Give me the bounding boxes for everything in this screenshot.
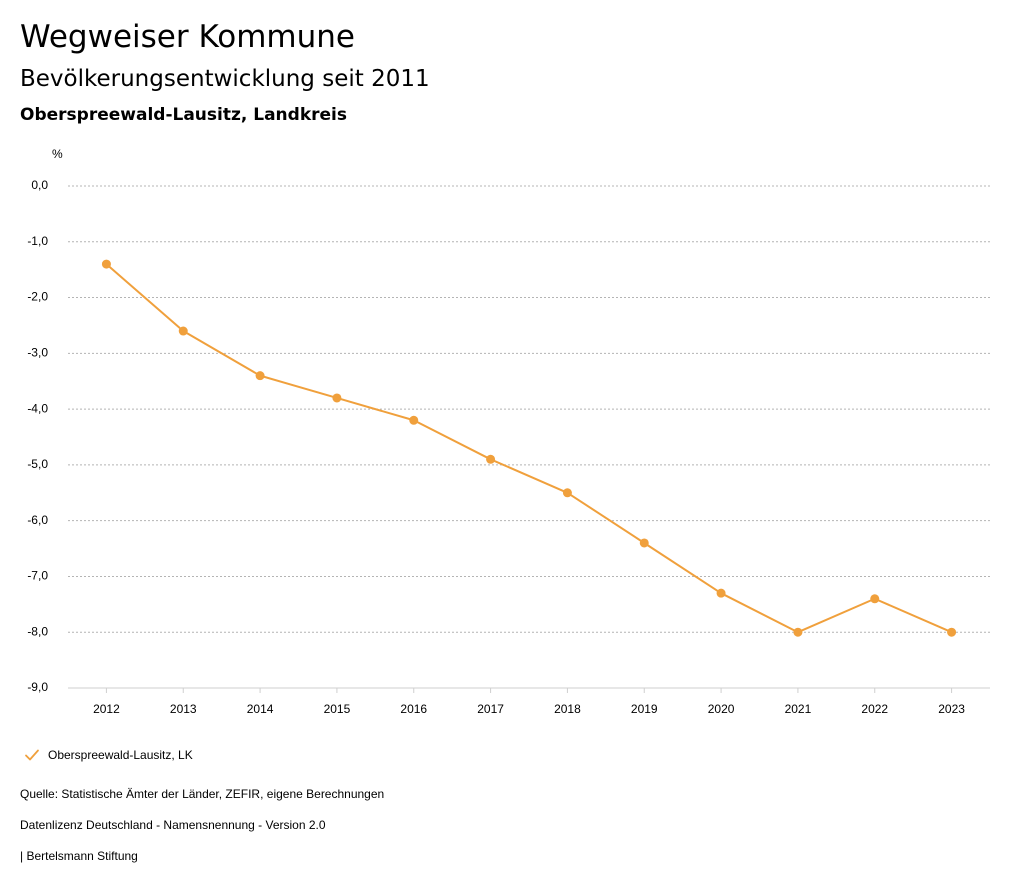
y-axis-unit-label: % — [52, 147, 63, 161]
region-name: Oberspreewald-Lausitz, Landkreis — [20, 105, 347, 125]
y-axis-ticks: 0,0 -1,0 -2,0 -3,0 -4,0 -5,0 -6,0 -7,0 -8,0 -9,0 — [27, 178, 48, 694]
y-tick-label: -7,0 — [27, 569, 48, 583]
y-tick-label: 0,0 — [31, 178, 48, 192]
data-point — [947, 627, 957, 637]
data-point — [870, 594, 880, 604]
y-tick-label: -3,0 — [27, 346, 48, 360]
x-tick-label: 2015 — [324, 702, 351, 716]
x-tick-label: 2021 — [785, 702, 812, 716]
x-tick-label: 2012 — [93, 702, 120, 716]
y-tick-label: -5,0 — [27, 457, 48, 471]
chart-grid — [68, 185, 990, 689]
x-tick-label: 2013 — [170, 702, 197, 716]
chart-series — [101, 259, 957, 637]
legend-label: Oberspreewald-Lausitz, LK — [48, 748, 193, 762]
check-icon — [25, 749, 39, 761]
x-tick-label: 2019 — [631, 702, 658, 716]
x-axis-ticks: 2012 2013 2014 2015 2016 2017 2018 2019 2020 2021… — [68, 687, 990, 716]
x-tick-label: 2014 — [247, 702, 274, 716]
data-point — [101, 259, 111, 269]
series-line — [105, 263, 952, 634]
source-note: Quelle: Statistische Ämter der Länder, Z… — [20, 787, 385, 801]
data-point — [793, 627, 803, 637]
x-tick-label: 2023 — [938, 702, 965, 716]
data-point — [639, 538, 649, 548]
publisher-note: | Bertelsmann Stiftung — [20, 849, 138, 863]
page-title: Wegweiser Kommune — [20, 19, 355, 55]
y-tick-label: -8,0 — [27, 624, 48, 638]
data-point — [255, 371, 265, 381]
chart-subtitle: Bevölkerungsentwicklung seit 2011 — [20, 66, 430, 92]
data-point — [562, 488, 572, 498]
data-point — [332, 393, 342, 403]
x-tick-label: 2022 — [861, 702, 888, 716]
data-point — [409, 415, 419, 425]
data-point — [716, 588, 726, 598]
line-chart: % 0,0 -1,0 -2,0 -3,0 -4,0 -5,0 -6,0 -7,0 -8,0 -9,… — [27, 147, 990, 716]
data-point — [486, 454, 496, 464]
chart-legend[interactable]: Oberspreewald-Lausitz, LK — [24, 745, 193, 765]
y-tick-label: -4,0 — [27, 401, 48, 415]
x-tick-label: 2017 — [477, 702, 504, 716]
x-tick-label: 2020 — [708, 702, 735, 716]
data-point — [178, 326, 188, 336]
y-tick-label: -2,0 — [27, 290, 48, 304]
y-tick-label: -6,0 — [27, 513, 48, 527]
x-tick-label: 2016 — [400, 702, 427, 716]
x-tick-label: 2018 — [554, 702, 581, 716]
y-tick-label: -1,0 — [27, 234, 48, 248]
y-tick-label: -9,0 — [27, 680, 48, 694]
license-note: Datenlizenz Deutschland - Namensnennung … — [20, 818, 326, 832]
